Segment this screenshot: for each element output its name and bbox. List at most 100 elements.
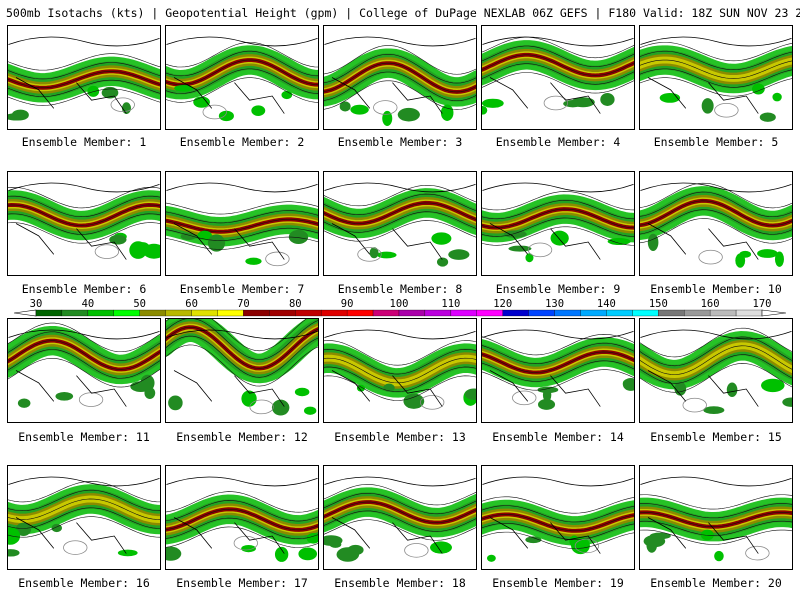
height-contour [640,494,792,510]
colorbar-tick-label: 150 [649,298,668,310]
isotach-patch [121,102,131,114]
height-contour [324,375,476,401]
height-contour [166,236,318,250]
isotach-patch [537,399,556,410]
map-title: 500mb Isotachs (kts) | Geopotential Heig… [6,6,800,20]
ensemble-member-label: Ensemble Member: 16 [18,576,150,590]
isotach-patch [101,86,119,99]
isotach-patch [403,393,425,409]
ensemble-member-map-19 [481,465,635,570]
height-contour [166,508,318,531]
map-canvas [166,319,318,416]
height-contour [166,77,318,103]
height-contour [166,344,318,387]
height-contour [640,209,792,235]
height-contour [482,226,634,246]
height-contour-low [265,251,290,267]
colorbar-tick-label: 40 [82,298,95,310]
height-contour [640,59,792,79]
isotach-patch [525,536,542,544]
ensemble-member-label: Ensemble Member: 12 [176,430,308,444]
coastline [482,476,634,554]
map-canvas [482,476,634,562]
ensemble-member-label: Ensemble Member: 19 [492,576,624,590]
isotach-patch [142,243,160,259]
isotach-patch [397,107,420,122]
colorbar-swatch [554,309,581,317]
colorbar-tick-label: 30 [30,298,43,310]
height-contour-low [249,399,274,415]
ensemble-member-map-17 [165,465,319,570]
height-contour [640,363,792,393]
ensemble-member-label: Ensemble Member: 3 [337,135,463,149]
isotach-patch [324,535,343,546]
height-contour [640,345,792,375]
isotach-patch [193,96,210,108]
height-contour [8,53,160,71]
colorbar-tick-label: 100 [390,298,409,310]
isotach-patch [369,247,379,259]
ensemble-member-map-11 [7,318,161,423]
height-contour [8,213,160,235]
height-contour [8,358,160,388]
isotach-patch [440,104,454,121]
colorbar-tick-label: 90 [341,298,354,310]
ensemble-member-label: Ensemble Member: 2 [179,135,305,149]
map-canvas [8,36,160,121]
isotach-patch [382,110,393,126]
colorbar-tick-label: 60 [185,298,198,310]
height-contour [8,88,160,106]
colorbar-tick-label: 170 [753,298,772,310]
ensemble-member-label: Ensemble Member: 8 [337,282,463,296]
isotach-patch [431,232,452,245]
height-contour [8,331,160,361]
ensemble-member-map-9 [481,171,635,276]
height-contour-low [63,540,88,555]
height-contour [482,208,634,228]
height-contour [482,342,634,365]
ensemble-member-label: Ensemble Member: 6 [21,282,147,296]
colorbar-swatch [684,309,711,317]
height-contour [8,507,160,529]
ensemble-member-map-14 [481,318,635,423]
coastline [8,36,160,114]
map-canvas [166,476,318,562]
colorbar-tick-label: 140 [597,298,616,310]
ensemble-member-label: Ensemble Member: 4 [495,135,621,149]
height-contour-low [682,397,707,413]
colorbar-swatch [735,309,763,317]
height-contour-low [420,395,445,410]
coastline [640,182,792,260]
height-contour-low [574,538,600,554]
height-contour [324,211,476,233]
height-contour [324,45,476,75]
isotach-patch [782,397,792,407]
isotach-patch [600,92,615,106]
isotach-patch [271,399,290,416]
isotach-patch [8,549,20,557]
isotach-patch [197,230,212,241]
isotach-patch [15,522,32,536]
height-contour [8,187,160,209]
height-contour-low [404,543,429,558]
colorbar-swatch [632,309,659,317]
height-contour [640,529,792,545]
isotach-patch [298,547,318,561]
colorbar-swatch [658,309,685,317]
isotach-patch [336,547,360,562]
height-contour-low [202,104,227,120]
isotach-patch [350,104,369,115]
ensemble-member-map-10 [639,171,793,276]
colorbar-swatch [709,309,737,317]
isotach-patch [674,381,687,396]
height-contour [8,498,160,520]
height-contour [166,59,318,85]
map-canvas [166,182,318,267]
height-contour [640,336,792,367]
coastline [324,36,476,114]
isotach-patch [448,249,470,260]
height-contour [324,510,476,532]
colorbar-swatch [321,309,348,317]
height-contour [324,340,476,366]
isotach-patch [245,257,262,265]
